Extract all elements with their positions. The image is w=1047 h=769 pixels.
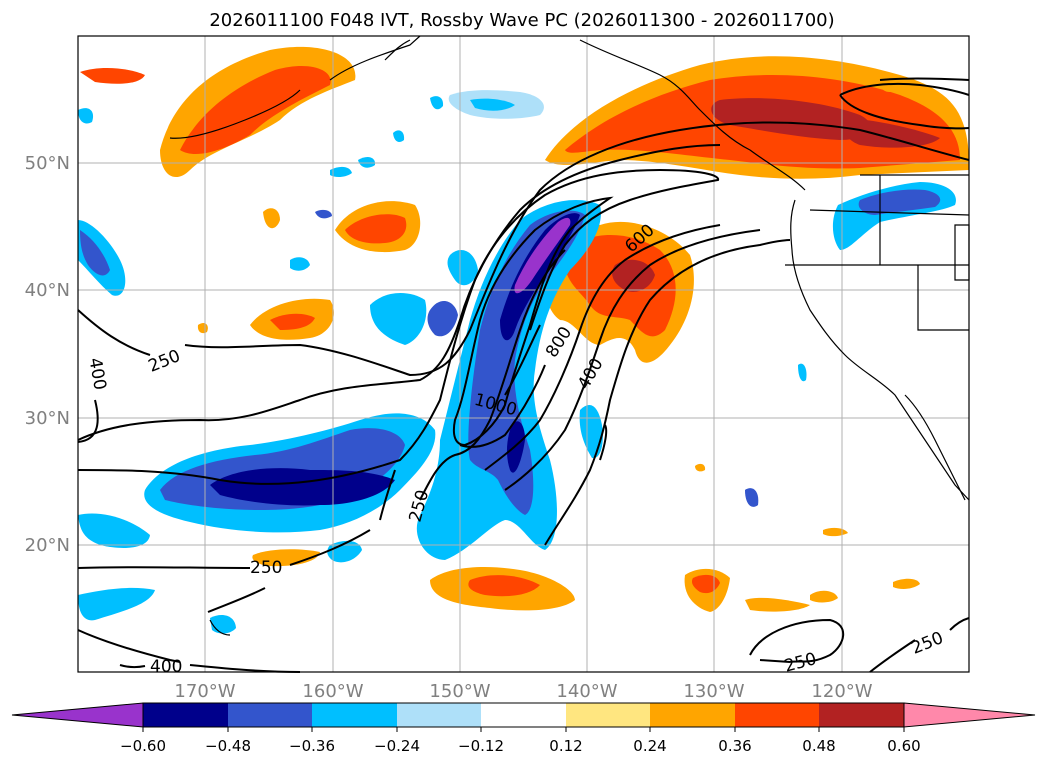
colorbar-tick-label: −0.12 — [458, 737, 504, 755]
colorbar-tick-marks — [142, 727, 905, 732]
lat-label: 30°N — [25, 408, 70, 429]
coastlines — [169, 35, 970, 636]
lon-label: 140°W — [556, 681, 617, 702]
graticule — [78, 36, 969, 672]
colorbar-bin — [481, 703, 566, 727]
colorbar-bin — [312, 703, 397, 727]
lon-label: 150°W — [429, 681, 490, 702]
colorbar-bin — [735, 703, 819, 727]
map-frame — [77, 35, 970, 673]
colorbar-frame — [142, 702, 905, 728]
colorbar-tick-label: −0.48 — [205, 737, 251, 755]
colorbar-bin — [397, 703, 481, 727]
lat-label: 50°N — [25, 153, 70, 174]
lon-label: 130°W — [683, 681, 744, 702]
colorbar-tick-label: −0.36 — [289, 737, 335, 755]
colorbar-bin — [228, 703, 312, 727]
colorbar-tick-label: 0.24 — [633, 737, 666, 755]
colorbar-tick-label: 0.48 — [802, 737, 835, 755]
colorbar-high-extension — [903, 702, 1036, 728]
lat-axis-labels: 50°N 40°N 30°N 20°N — [25, 153, 70, 556]
contour-label: 250 — [250, 558, 282, 578]
colorbar-bin — [650, 703, 735, 727]
colorbar-tick-label: 0.12 — [549, 737, 582, 755]
lon-label: 120°W — [811, 681, 872, 702]
contour-label: 400 — [150, 657, 182, 677]
colorbar-tick-label: 0.36 — [718, 737, 751, 755]
colorbar-tick-label: 0.60 — [887, 737, 920, 755]
colorbar-low-extension — [11, 702, 144, 728]
lat-label: 20°N — [25, 535, 70, 556]
lon-axis-labels: 170°W 160°W 150°W 140°W 130°W 120°W — [174, 681, 872, 702]
colorbar-tick-label: −0.24 — [374, 737, 420, 755]
colorbar-tick-labels: −0.60 −0.48 −0.36 −0.24 −0.12 0.12 0.24 … — [120, 737, 921, 755]
map-panel: 250 400 1000 800 600 400 250 400 250 250… — [77, 35, 970, 677]
colorbar-bin — [143, 703, 228, 727]
lat-label: 40°N — [25, 280, 70, 301]
colorbar-tick-label: −0.60 — [120, 737, 166, 755]
lon-label: 170°W — [174, 681, 235, 702]
colorbar-bin — [566, 703, 650, 727]
figure-title: 2026011100 F048 IVT, Rossby Wave PC (202… — [209, 10, 834, 31]
lon-label: 160°W — [302, 681, 363, 702]
colorbar-bin — [819, 703, 904, 727]
colorbar: −0.60 −0.48 −0.36 −0.24 −0.12 0.12 0.24 … — [11, 702, 1036, 755]
